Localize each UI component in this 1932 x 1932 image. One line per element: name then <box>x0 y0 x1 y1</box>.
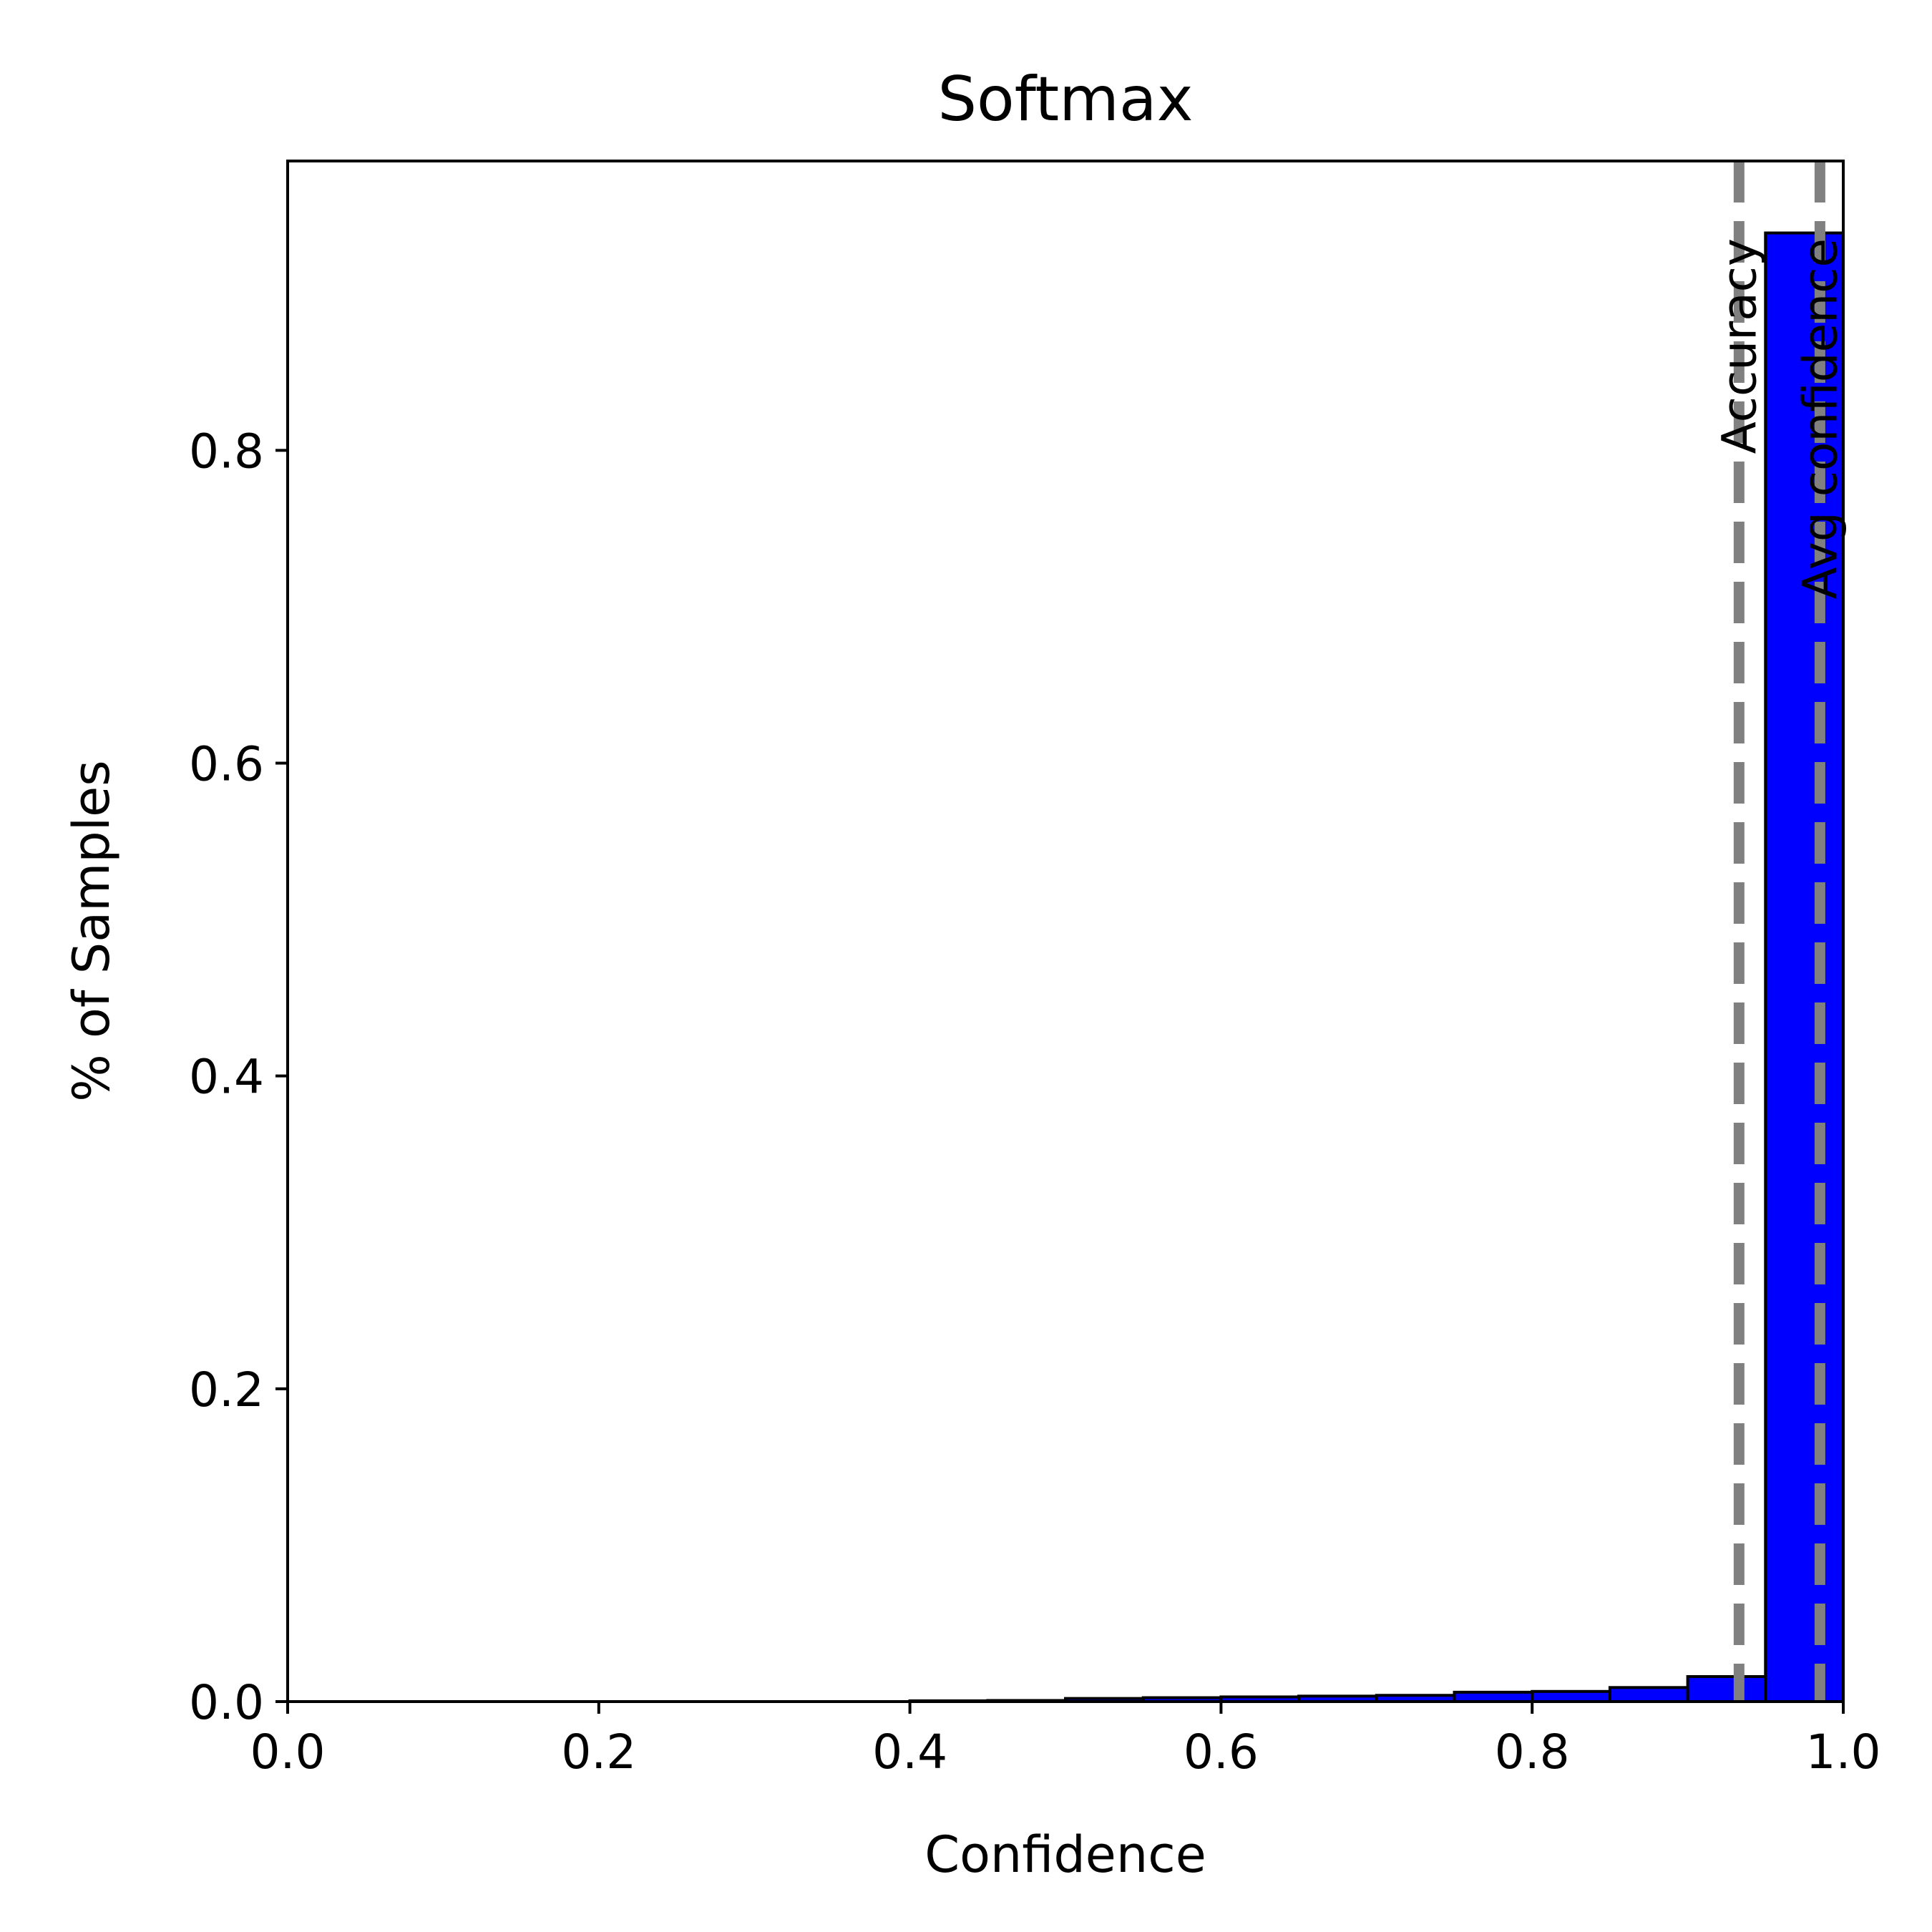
x-tick-label: 0.6 <box>1184 1724 1259 1780</box>
reference-line-labels: Accuracy Avg confidence <box>1712 238 1848 600</box>
y-tick-label: 0.6 <box>189 737 264 792</box>
y-tick-label: 0.2 <box>189 1362 264 1418</box>
plot-frame <box>286 160 1845 1703</box>
x-tick-label: 0.2 <box>561 1724 636 1780</box>
chart-title: Softmax <box>937 64 1193 135</box>
x-tick-label: 0.4 <box>872 1724 947 1780</box>
histogram-bar <box>1531 1689 1611 1704</box>
reference-line-label: Avg confidence <box>1792 238 1848 600</box>
x-tick-label: 0.8 <box>1495 1724 1570 1780</box>
histogram-bars <box>908 231 1845 1704</box>
x-tick-label: 1.0 <box>1806 1724 1881 1780</box>
histogram-bar <box>1686 1675 1767 1703</box>
x-axis-label: Confidence <box>924 1825 1206 1884</box>
y-axis-label: % of Samples <box>62 760 121 1101</box>
y-tick-label: 0.8 <box>189 424 264 479</box>
x-tick-label: 0.0 <box>250 1724 326 1780</box>
x-axis-ticks: 0.0 0.2 0.4 0.6 0.8 1.0 <box>250 1702 1881 1780</box>
y-tick-label: 0.0 <box>189 1675 264 1730</box>
reference-lines <box>1733 161 1825 1702</box>
y-axis-ticks: 0.0 0.2 0.4 0.6 0.8 <box>189 424 288 1730</box>
histogram-bar <box>1608 1686 1689 1703</box>
y-tick-label: 0.4 <box>189 1050 264 1105</box>
reference-line-label: Accuracy <box>1712 238 1767 454</box>
